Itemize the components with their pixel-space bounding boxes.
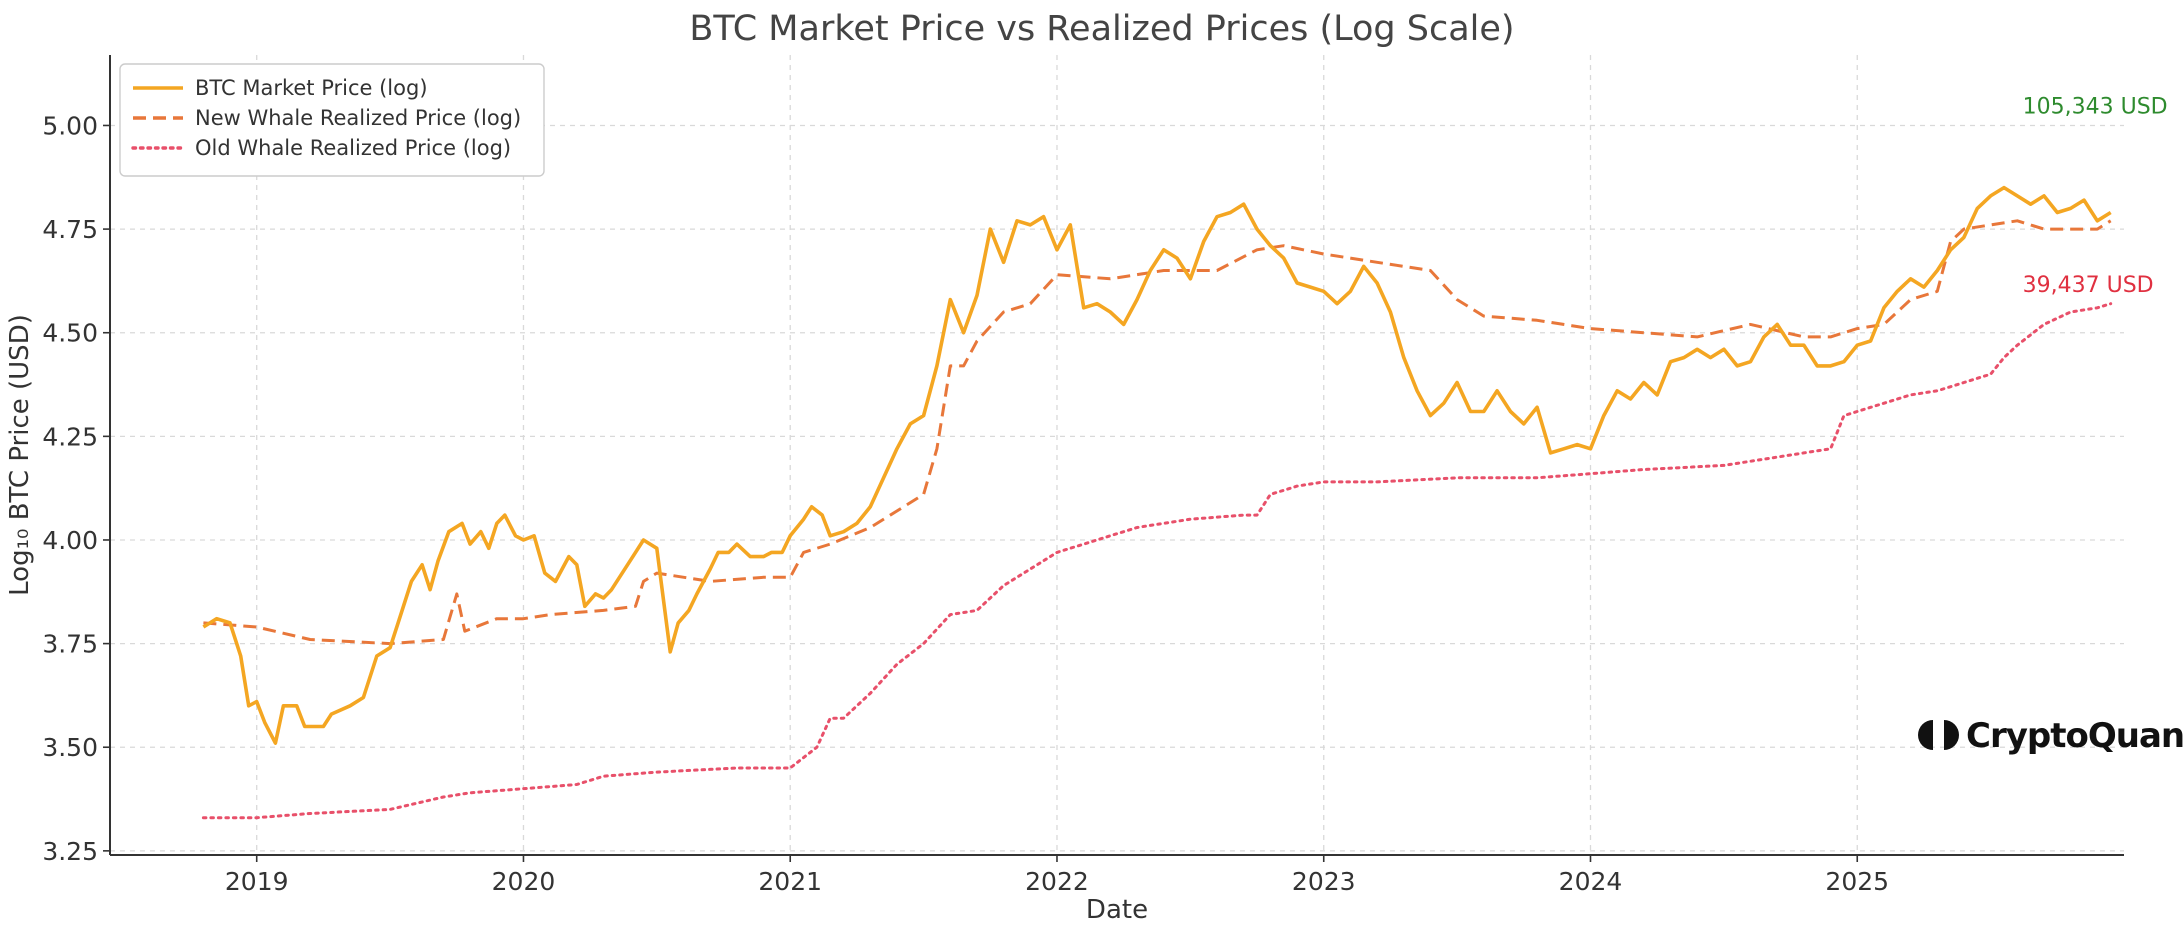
series-line-2 bbox=[201, 302, 2113, 820]
y-tick-label-0: 3.25 bbox=[42, 837, 98, 866]
annotations: 105,343 USD 39,437 USD bbox=[2023, 95, 2168, 299]
x-tick-label-0: 2019 bbox=[225, 867, 289, 896]
legend: BTC Market Price (log) New Whale Realized… bbox=[119, 63, 545, 177]
chart-title: BTC Market Price vs Realized Prices (Log… bbox=[689, 9, 1514, 49]
y-axis-ticks: 3.25 3.50 3.75 4.00 4.25 4.50 4.75 5.00 bbox=[42, 111, 110, 866]
x-tick-label-5: 2024 bbox=[1559, 867, 1623, 896]
y-tick-label-4: 4.25 bbox=[42, 422, 98, 451]
x-tick-label-6: 2025 bbox=[1825, 867, 1889, 896]
legend-items: BTC Market Price (log) New Whale Realized… bbox=[131, 76, 521, 160]
series-line-0 bbox=[202, 185, 2112, 745]
legend-label-2: Old Whale Realized Price (log) bbox=[195, 136, 511, 160]
x-tick-label-3: 2022 bbox=[1025, 867, 1089, 896]
x-tick-label-2: 2021 bbox=[758, 867, 822, 896]
y-tick-label-2: 3.75 bbox=[42, 630, 98, 659]
annotation-label-1: 39,437 USD bbox=[2023, 273, 2154, 298]
x-gridlines bbox=[256, 55, 1858, 855]
legend-label-1: New Whale Realized Price (log) bbox=[195, 106, 521, 130]
cryptoquant-logo-icon bbox=[1918, 720, 1959, 750]
x-tick-label-4: 2023 bbox=[1292, 867, 1356, 896]
x-axis-label: Date bbox=[1086, 895, 1148, 925]
cryptoquant-logo: CryptoQuant bbox=[1918, 716, 2184, 756]
legend-box bbox=[119, 63, 545, 177]
x-axis-ticks: 2019 2020 2021 2022 2023 2024 2025 bbox=[225, 855, 1889, 896]
y-gridlines bbox=[110, 124, 2124, 852]
x-tick-label-1: 2020 bbox=[492, 867, 556, 896]
series-line-1 bbox=[203, 219, 2112, 646]
y-tick-label-5: 4.50 bbox=[42, 319, 98, 348]
series-layer bbox=[201, 185, 2113, 820]
annotation-label-0: 105,343 USD bbox=[2023, 95, 2168, 120]
cryptoquant-wordmark: CryptoQuant bbox=[1966, 716, 2184, 756]
y-axis-label: Log₁₀ BTC Price (USD) bbox=[5, 314, 35, 596]
legend-label-0: BTC Market Price (log) bbox=[195, 76, 428, 100]
y-tick-label-1: 3.50 bbox=[42, 733, 98, 762]
y-tick-label-6: 4.75 bbox=[42, 215, 98, 244]
y-tick-label-3: 4.00 bbox=[42, 526, 98, 555]
y-tick-label-7: 5.00 bbox=[42, 111, 98, 140]
